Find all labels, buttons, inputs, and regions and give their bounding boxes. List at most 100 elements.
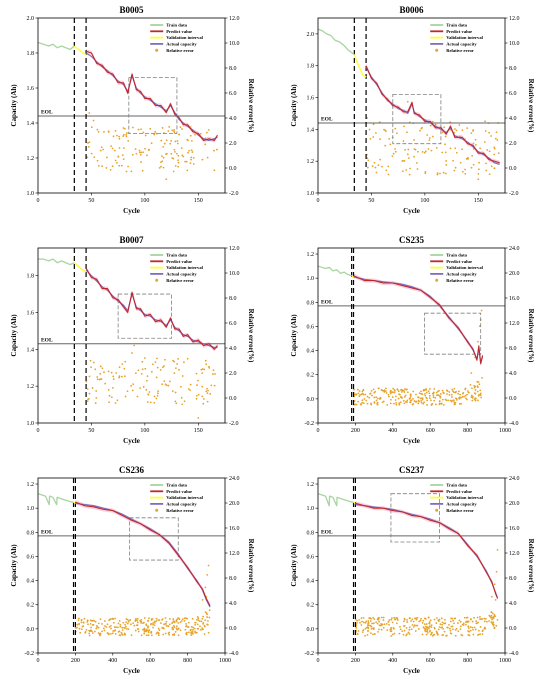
error-point [358,395,361,397]
error-point [82,625,85,627]
error-point [396,619,399,621]
error-point [213,384,216,387]
error-point [202,622,204,625]
error-point [372,136,375,138]
error-point [127,165,129,168]
error-point [406,388,408,391]
error-point [496,139,499,141]
error-point [135,617,137,620]
error-point [186,357,189,360]
error-point [121,633,124,636]
error-point [411,403,414,406]
error-point [478,325,481,328]
error-point [88,392,91,395]
error-point [491,595,493,598]
error-point [207,631,210,634]
y2-tick-label: 10.0 [509,41,520,47]
error-point [462,624,465,626]
y-tick-label: 1.6 [27,310,35,316]
error-point [109,618,112,621]
error-point [412,626,415,628]
error-point [145,623,148,626]
error-point [195,372,198,375]
error-point [168,633,171,636]
error-point [101,630,103,633]
y2-tick-label: 10.0 [229,271,240,277]
error-point [362,388,365,391]
error-point [406,619,408,621]
x-axis-label: Cycle [403,667,420,675]
error-point [442,627,445,630]
error-point [434,123,437,126]
error-point [431,135,434,138]
error-point [357,400,360,403]
error-point [109,624,112,627]
error-point [174,164,177,167]
error-point [425,391,428,394]
legend-label: Predict value [166,259,192,264]
error-point [382,619,385,622]
x-axis-label: Cycle [123,437,140,445]
y-tick-label: 1.2 [27,482,35,488]
error-point [197,379,199,382]
error-point [173,372,176,375]
error-point [383,389,386,392]
error-point [174,150,176,153]
error-point [477,178,480,181]
error-point [434,396,437,399]
error-point [369,137,372,140]
error-point [441,389,444,392]
error-point [418,400,421,403]
error-point [437,394,440,397]
panel-b0005: 0 50 100 150 1.0 1.2 1.4 1.6 1.8 2.0 -2.0 0.0 2.0 4.0… [10,5,255,215]
error-point [111,386,114,389]
error-point [396,388,399,391]
error-point [208,616,211,619]
error-point [103,130,105,133]
prediction-band [355,501,498,600]
error-point [454,617,457,620]
y2-tick-label: 4.0 [509,601,517,607]
error-point [121,375,123,378]
legend-label: Relative error [166,48,194,53]
error-point [385,387,387,390]
error-point [494,137,497,140]
error-point [450,632,453,635]
error-point [197,619,200,622]
error-point [367,630,370,632]
y-tick-label: 1.8 [307,64,315,70]
error-point [372,633,374,636]
error-point [171,633,174,636]
x-tick-label: 400 [108,658,117,664]
error-point [161,160,164,163]
error-point [451,399,453,402]
error-point [94,402,97,404]
y2-tick-label: 2.0 [229,371,237,377]
error-point [486,149,489,151]
error-point [187,621,190,624]
error-point [135,624,138,627]
error-point [427,148,430,150]
error-point [488,620,490,622]
error-point [122,127,125,129]
error-point [146,379,148,382]
error-point [169,142,172,145]
error-point [87,142,89,144]
error-point [493,613,496,616]
error-point [88,141,91,144]
error-point [190,634,193,636]
error-point [479,147,481,150]
error-point [100,378,103,380]
error-point [162,156,165,159]
error-point [110,396,113,399]
error-point [171,390,174,392]
error-point [191,151,194,153]
error-point [125,132,128,134]
error-point [403,159,406,162]
error-point [174,367,177,369]
error-point [144,367,147,370]
error-point [105,167,108,169]
error-point [186,626,189,628]
error-point [366,166,369,169]
error-point [452,159,455,162]
